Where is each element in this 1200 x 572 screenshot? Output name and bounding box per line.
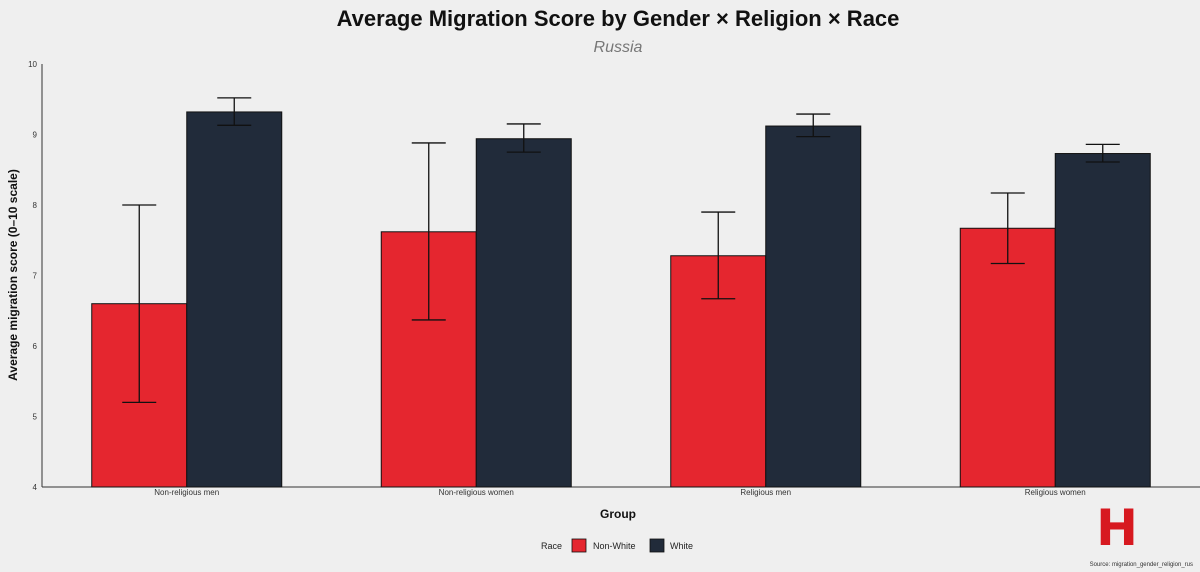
- y-tick-label: 9: [33, 131, 38, 140]
- chart-subtitle: Russia: [594, 39, 643, 56]
- bar-white: [765, 125, 862, 488]
- legend: Race Non-White White: [541, 538, 693, 553]
- legend-label-white: White: [670, 541, 693, 551]
- legend-label-non-white: Non-White: [593, 541, 636, 551]
- y-axis-label: Average migration score (0–10 scale): [6, 169, 20, 381]
- y-tick-label: 10: [28, 60, 37, 69]
- legend-title: Race: [541, 541, 562, 551]
- legend-swatch-non-white: [571, 538, 587, 553]
- y-tick-label: 4: [33, 483, 38, 492]
- y-tick-label: 8: [33, 201, 38, 210]
- y-tick-label: 7: [33, 272, 38, 281]
- x-tick-label: Non-religious men: [154, 488, 219, 497]
- x-tick-label: Non-religious women: [439, 488, 514, 497]
- bar-white: [475, 138, 572, 488]
- logo-letter: H: [1096, 499, 1138, 557]
- legend-swatch-white: [649, 538, 665, 553]
- h-logo-icon: H: [1096, 499, 1138, 557]
- y-tick-label: 5: [33, 413, 38, 422]
- chart-title: Average Migration Score by Gender × Reli…: [337, 6, 900, 31]
- plot-area: 4 5 6 7 8 9 10 Non-religious men Non-religious w…: [28, 60, 1200, 497]
- x-axis-label: Group: [600, 507, 636, 521]
- x-tick-label: Religious men: [740, 488, 791, 497]
- source-note: Source: migration_gender_religion_rus: [1090, 562, 1193, 568]
- bar-non-white: [959, 227, 1056, 488]
- bar-white: [1054, 153, 1151, 488]
- x-tick-label: Religious women: [1025, 488, 1086, 497]
- bar-white: [186, 111, 283, 488]
- y-tick-label: 6: [33, 342, 38, 351]
